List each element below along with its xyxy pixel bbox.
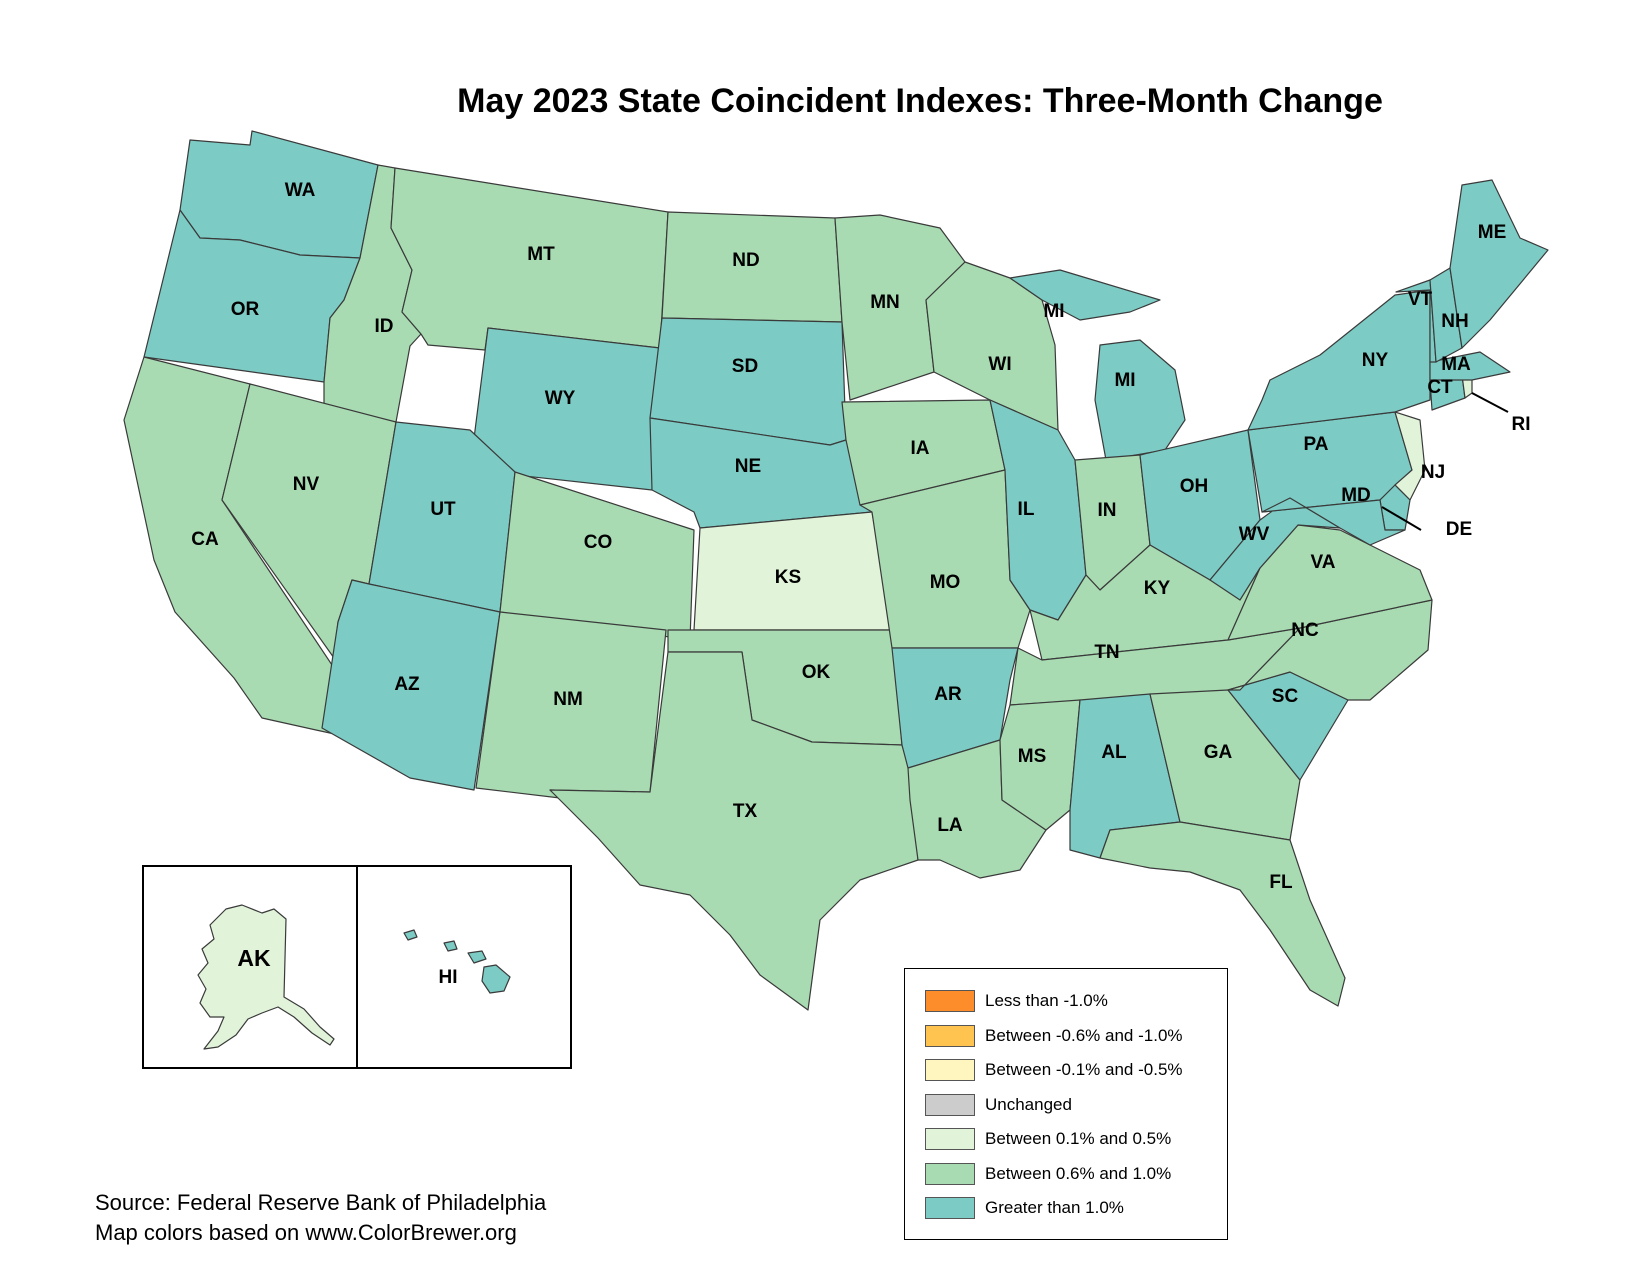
state-NY [1247,289,1431,431]
state-label-TN: TN [1094,642,1119,663]
legend-label: Between 0.6% and 1.0% [985,1163,1172,1183]
state-label-MO: MO [930,572,961,593]
state-label-NC: NC [1291,620,1319,641]
state-HI-big-island [481,964,511,994]
state-label-IN: IN [1098,500,1117,521]
state-TX [549,651,919,1011]
state-label-NE: NE [735,456,761,477]
state-label-NY: NY [1362,350,1389,371]
state-MI [1009,269,1186,461]
state-label-MN: MN [870,292,900,313]
state-label-MT: MT [527,244,555,265]
legend-item: Less than -1.0% [925,989,1108,1013]
map-title: May 2023 State Coincident Indexes: Three… [457,82,1383,120]
state-HI-oahu [443,940,458,952]
state-label-NM: NM [553,689,583,710]
source-note: Source: Federal Reserve Bank of Philadel… [95,1188,546,1248]
state-label-SD: SD [732,356,758,377]
state-label-UT: UT [430,499,456,520]
state-label-DE: DE [1446,519,1472,540]
legend-label: Between -0.6% and -1.0% [985,1025,1183,1045]
state-label-CO: CO [584,532,613,553]
state-WV [1209,497,1341,601]
legend-item: Between -0.1% and -0.5% [925,1058,1183,1082]
legend-swatch [925,1197,975,1219]
state-label-CA: CA [191,529,219,550]
legend-swatch [925,990,975,1012]
alaska-inset: AK [142,865,358,1069]
legend-swatch [925,1024,975,1047]
state-HI-maui [467,950,487,964]
state-label-MD: MD [1341,485,1371,506]
state-label-NV: NV [293,474,320,495]
state-label-OR: OR [231,299,260,320]
state-label-CT: CT [1427,377,1453,398]
state-FL [1099,821,1346,1007]
legend-item: Between -0.6% and -1.0% [925,1024,1183,1048]
state-label-LA: LA [937,815,963,836]
state-label-SC: SC [1272,686,1299,707]
legend-item: Unchanged [925,1093,1072,1117]
state-label-OH: OH [1180,476,1209,497]
legend-swatch [925,1128,975,1150]
hawaii-inset: HI [356,865,572,1069]
state-label-TX: TX [733,801,758,822]
state-label-AZ: AZ [394,674,420,695]
legend-item: Greater than 1.0% [925,1196,1124,1220]
source-line: Source: Federal Reserve Bank of Philadel… [95,1190,547,1215]
state-ME [1449,179,1549,349]
ri-leader-line [1471,392,1509,413]
legend-swatch [925,1162,975,1185]
state-label-RI: RI [1512,414,1531,435]
legend-item: Between 0.1% and 0.5% [925,1127,1171,1151]
state-label-MI: MI [1114,370,1135,391]
state-label-MI-upper: MI [1043,301,1064,322]
colorbrewer-line: Map colors based on www.ColorBrewer.org [95,1220,517,1245]
state-label-WI: WI [988,354,1011,375]
state-label-KY: KY [1144,578,1171,599]
legend: Less than -1.0% Between -0.6% and -1.0% Be… [904,968,1228,1240]
legend-swatch [925,1059,975,1081]
state-label-VA: VA [1311,552,1336,573]
legend-label: Unchanged [985,1094,1072,1114]
state-label-WV: WV [1239,524,1270,545]
legend-label: Between 0.1% and 0.5% [985,1129,1172,1148]
state-label-IL: IL [1018,499,1035,520]
state-AK [197,904,335,1050]
de-leader-line [1381,506,1422,531]
state-label-WA: WA [285,180,316,201]
state-label-VT: VT [1408,289,1433,310]
legend-swatch [925,1093,975,1116]
state-WI [925,261,1059,431]
state-label-AL: AL [1101,742,1127,763]
state-VT [1395,279,1437,363]
state-label-MS: MS [1018,746,1047,767]
state-label-GA: GA [1204,742,1233,763]
legend-label: Greater than 1.0% [985,1198,1124,1217]
legend-label: Between -0.1% and -0.5% [985,1060,1183,1079]
state-MD [1261,497,1406,546]
state-label-OK: OK [802,662,831,683]
state-label-NH: NH [1441,311,1468,332]
state-label-NJ: NJ [1421,462,1445,483]
state-label-KS: KS [775,567,801,588]
state-label-MA: MA [1441,354,1471,375]
state-label-AR: AR [934,684,962,705]
legend-label: Less than -1.0% [985,991,1108,1010]
state-label-ME: ME [1478,222,1507,243]
state-label-FL: FL [1269,872,1293,893]
state-label-WY: WY [545,388,576,409]
state-MA [1429,351,1511,381]
legend-item: Between 0.6% and 1.0% [925,1162,1171,1186]
state-label-IA: IA [911,438,930,459]
state-GA [1149,689,1301,841]
state-label-HI: HI [439,967,458,988]
state-label-ND: ND [732,250,759,271]
state-HI-kauai [403,929,418,941]
state-label-AK: AK [237,945,271,971]
state-label-ID: ID [375,316,394,337]
state-label-PA: PA [1304,434,1329,455]
